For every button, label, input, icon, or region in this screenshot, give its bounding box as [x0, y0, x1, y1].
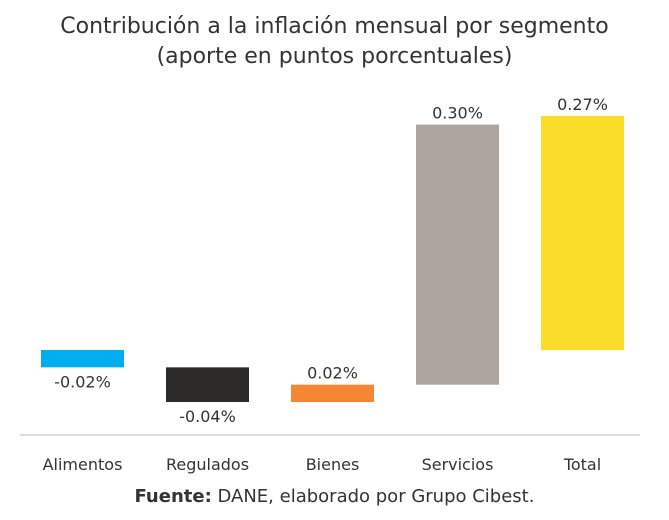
category-label: Servicios [422, 455, 494, 474]
chart-title: Contribución a la inflación mensual por … [0, 12, 669, 72]
data-label: 0.27% [557, 95, 608, 114]
bar-regulados [166, 367, 249, 403]
bar-total [541, 115, 624, 350]
bar-servicios [416, 124, 499, 385]
data-label: -0.04% [179, 407, 236, 426]
data-label: 0.30% [432, 104, 483, 123]
category-label: Regulados [166, 455, 249, 474]
category-label: Alimentos [43, 455, 123, 474]
category-label: Bienes [306, 455, 360, 474]
data-label: -0.02% [54, 372, 111, 391]
bar-bienes [291, 384, 374, 403]
subtitle-line: (aporte en puntos porcentuales) [156, 44, 513, 69]
source-label: Fuente: [134, 486, 212, 507]
data-label: 0.02% [307, 364, 358, 383]
source-text: DANE, elaborado por Grupo Cibest. [211, 486, 535, 507]
source-note: Fuente: DANE, elaborado por Grupo Cibest… [0, 486, 669, 507]
bar-alimentos [41, 350, 124, 368]
title-line: Contribución a la inflación mensual por … [60, 14, 609, 39]
category-label: Total [563, 455, 601, 474]
